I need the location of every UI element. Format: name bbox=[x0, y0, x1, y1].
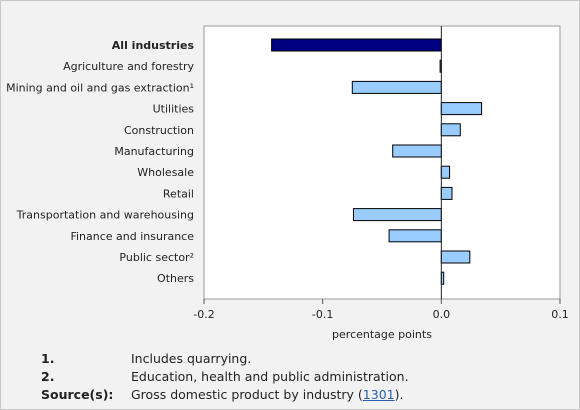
footnote-text: Education, health and public administrat… bbox=[131, 369, 409, 384]
source-text-before: Gross domestic product by industry ( bbox=[131, 387, 363, 402]
bar-8 bbox=[353, 208, 442, 222]
footnote-key: 2. bbox=[41, 369, 55, 384]
category-label-8: Transportation and warehousing bbox=[16, 209, 194, 222]
bar-6 bbox=[440, 165, 451, 179]
footnote-key: 1. bbox=[41, 351, 55, 366]
category-label-9: Finance and insurance bbox=[70, 230, 194, 243]
x-tick-label-1: -0.1 bbox=[312, 308, 333, 321]
x-axis-label: percentage points bbox=[332, 328, 432, 341]
category-label-4: Construction bbox=[124, 124, 194, 137]
x-tick-label-0: -0.2 bbox=[193, 308, 214, 321]
footnote-text: Includes quarrying. bbox=[131, 351, 252, 366]
category-label-6: Wholesale bbox=[137, 166, 194, 179]
source-table-link[interactable]: 1301 bbox=[362, 387, 395, 402]
footnote-2: 2. Education, health and public administ… bbox=[1, 369, 580, 387]
footnote-1: 1. Includes quarrying. bbox=[1, 351, 580, 369]
bar-0 bbox=[271, 38, 442, 52]
category-label-7: Retail bbox=[163, 187, 194, 200]
category-label-3: Utilities bbox=[153, 103, 195, 116]
bar-chart: All industries Agriculture and forestry Mi… bbox=[6, 25, 569, 341]
category-label-1: Agriculture and forestry bbox=[63, 60, 194, 73]
x-axis-ticks: -0.2 -0.1 0.0 0.1 bbox=[193, 299, 569, 321]
x-tick-label-2: 0.0 bbox=[433, 308, 451, 321]
bar-9 bbox=[388, 229, 442, 243]
source-line: Source(s): Gross domestic product by ind… bbox=[1, 387, 580, 405]
category-label-5: Manufacturing bbox=[114, 145, 194, 158]
category-label-11: Others bbox=[157, 272, 194, 285]
bar-7 bbox=[440, 186, 453, 200]
bar-4 bbox=[440, 123, 461, 137]
x-tick-label-3: 0.1 bbox=[551, 308, 569, 321]
plot-area bbox=[203, 25, 561, 300]
category-label-0: All industries bbox=[112, 39, 195, 52]
source-text-after: ). bbox=[394, 387, 404, 402]
source-text: Gross domestic product by industry (1301… bbox=[131, 387, 403, 402]
category-labels: All industries Agriculture and forestry Mi… bbox=[6, 39, 194, 285]
bar-2 bbox=[351, 80, 442, 94]
category-label-10: Public sector² bbox=[119, 251, 194, 264]
source-key: Source(s): bbox=[41, 387, 114, 402]
bar-10 bbox=[440, 250, 471, 264]
category-label-2: Mining and oil and gas extraction¹ bbox=[6, 81, 194, 94]
bar-5 bbox=[392, 144, 442, 158]
bar-3 bbox=[440, 102, 483, 116]
